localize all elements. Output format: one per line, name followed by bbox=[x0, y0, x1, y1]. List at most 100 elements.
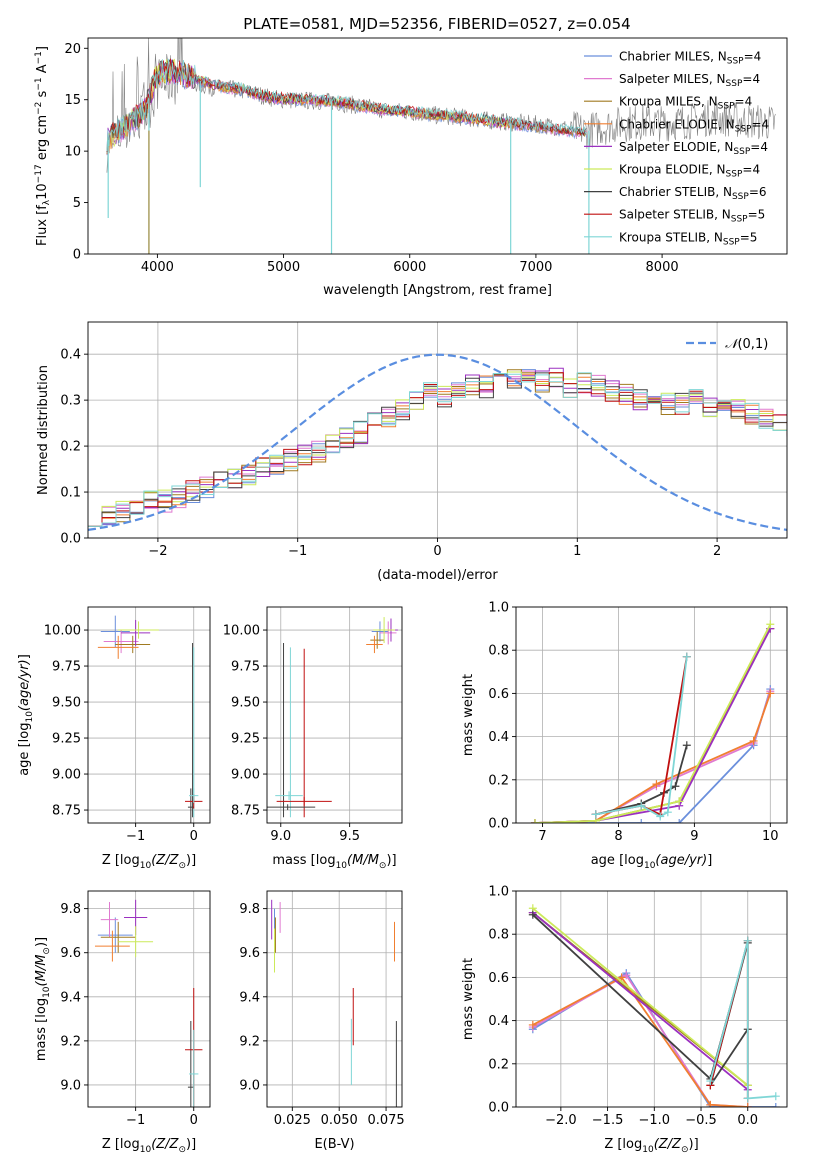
legend-label-text: Kroupa STELIB, N bbox=[619, 230, 723, 244]
legend-label: Kroupa ELODIE, NSSP=4 bbox=[619, 163, 760, 180]
x-tick-label: −1 bbox=[126, 1113, 145, 1128]
weight-marker-chabrier_elodie bbox=[528, 1020, 537, 1029]
y-tick-label: 1.0 bbox=[488, 601, 509, 616]
legend-label-text: Chabrier STELIB, N bbox=[619, 185, 732, 199]
histogram-salpeter_stelib bbox=[88, 372, 787, 527]
y-tick-label: 0.4 bbox=[60, 348, 81, 363]
weight-marker-kroupa_stelib bbox=[656, 812, 665, 821]
y-tick-label: 9.0 bbox=[239, 1078, 260, 1093]
y-tick-label: 5 bbox=[73, 196, 81, 211]
weight-marker-kroupa_elodie bbox=[530, 819, 539, 823]
x-tick-label: 0 bbox=[433, 544, 441, 559]
weight-marker-kroupa_stelib bbox=[591, 810, 600, 819]
label-part: A bbox=[35, 64, 50, 77]
gaussian-curve bbox=[88, 353, 787, 531]
x-tick-label: −1 bbox=[126, 829, 145, 844]
plot-area bbox=[88, 353, 787, 531]
x-tick-label: −1.5 bbox=[592, 1113, 624, 1128]
legend-label-sub: SSP bbox=[732, 192, 749, 202]
y-tick-label: 0.8 bbox=[488, 644, 509, 659]
y-tick-label: 10 bbox=[64, 145, 81, 160]
legend-label: Chabrier ELODIE, NSSP=4 bbox=[619, 117, 769, 134]
legend: 𝒩(0,1) bbox=[686, 337, 768, 352]
weight-line-kroupa_stelib bbox=[709, 940, 776, 1100]
weight-marker-chabrier_elodie bbox=[766, 689, 775, 698]
y-tick-label: 0.1 bbox=[60, 486, 81, 501]
legend-label: Chabrier STELIB, NSSP=6 bbox=[619, 185, 767, 202]
legend-label-sub: SSP bbox=[735, 124, 752, 134]
legend-label-sub: SSP bbox=[731, 215, 748, 225]
y-tick-label: 0.8 bbox=[488, 928, 509, 943]
y-axis-label: Normed distribution bbox=[36, 365, 51, 495]
weight-marker-chabrier_stelib bbox=[682, 741, 691, 750]
y-tick-label: 9.4 bbox=[239, 990, 260, 1005]
model-spectrum-salpeter_stelib bbox=[106, 58, 587, 152]
weight-line-kroupa_elodie bbox=[532, 907, 749, 1087]
weight-marker-chabrier_miles bbox=[771, 1103, 780, 1107]
weight-marker-chabrier_miles bbox=[675, 819, 684, 823]
y-tick-label: 0.2 bbox=[488, 1057, 509, 1072]
x-tick-label: 8000 bbox=[646, 260, 679, 275]
label-part: (Z/Z bbox=[654, 1137, 682, 1152]
y-tick-label: 9.2 bbox=[239, 1034, 260, 1049]
model-spectrum-kroupa_stelib bbox=[106, 58, 587, 152]
label-part: −1 bbox=[34, 77, 44, 90]
label-part: (Z/Z bbox=[151, 1137, 179, 1152]
label-part: ] bbox=[707, 853, 712, 868]
label-part: ⊙ bbox=[178, 861, 186, 871]
weight-marker-chabrier_stelib bbox=[671, 782, 680, 791]
x-tick-label: 7000 bbox=[519, 260, 552, 275]
x-tick-label: 1 bbox=[573, 544, 581, 559]
age-vs-mass-panel: 9.0 9.5 8.75 9.00 9.25 9.50 9.75 10.00 mass [log… bbox=[223, 606, 403, 871]
y-tick-label: 0.2 bbox=[60, 440, 81, 455]
y-tick-label: 0.3 bbox=[60, 394, 81, 409]
figure-title: PLATE=0581, MJD=52356, FIBERID=0527, z=0… bbox=[243, 15, 630, 33]
x-tick-label: 5000 bbox=[267, 260, 300, 275]
y-tick-label: 9.25 bbox=[231, 732, 260, 747]
massweight-vs-Z-panel: −2.0 −1.5 −1.0 −0.5 0.0 0.0 0.2 0.4 0.6 0.8 1.0 Z [… bbox=[461, 885, 788, 1155]
axes-frame bbox=[266, 606, 403, 824]
weight-marker-chabrier_elodie bbox=[749, 736, 758, 745]
legend-label: Kroupa MILES, NSSP=4 bbox=[619, 95, 752, 112]
label-part: Flux [f bbox=[35, 205, 50, 246]
label-part: )] bbox=[689, 1137, 699, 1152]
legend-label-sub: SSP bbox=[726, 79, 743, 89]
label-part: 10 bbox=[25, 711, 35, 723]
label-part: 10 bbox=[644, 861, 656, 871]
y-tick-label: 8.75 bbox=[52, 804, 81, 819]
x-tick-label: 7 bbox=[538, 829, 546, 844]
label-part: age [log bbox=[591, 853, 644, 868]
legend-label-text: Salpeter MILES, N bbox=[619, 72, 726, 86]
plot-area bbox=[94, 899, 203, 1107]
x-tick-label: −2 bbox=[148, 544, 167, 559]
y-tick-label: 0.6 bbox=[488, 971, 509, 986]
weight-marker-kroupa_stelib bbox=[663, 808, 672, 817]
y-tick-label: 0.6 bbox=[488, 687, 509, 702]
y-axis-label: Flux [fλ10−17 erg cm−2 s−1 A−1] bbox=[34, 46, 52, 246]
x-tick-label: 9.5 bbox=[339, 829, 360, 844]
weight-marker-kroupa_stelib bbox=[743, 936, 752, 945]
y-tick-label: 9.50 bbox=[52, 696, 81, 711]
label-part: ⊙ bbox=[681, 1145, 689, 1155]
label-part: age [log bbox=[17, 723, 32, 776]
x-tick-label: 0 bbox=[190, 829, 198, 844]
histogram-chabrier_miles bbox=[88, 369, 787, 527]
label-part: 10 bbox=[140, 1145, 152, 1155]
legend-label-suffix: =5 bbox=[740, 230, 758, 244]
y-tick-label: 9.0 bbox=[60, 1078, 81, 1093]
histogram-salpeter_miles bbox=[88, 370, 787, 527]
label-part: ] bbox=[17, 654, 32, 659]
axes-frame bbox=[87, 606, 211, 824]
y-tick-label: 9.6 bbox=[239, 946, 260, 961]
y-tick-label: 9.75 bbox=[52, 660, 81, 675]
mass-vs-ebv-panel: 0.025 0.050 0.075 9.0 9.2 9.4 9.6 9.8 E(B-V) bbox=[239, 890, 405, 1152]
legend-label-suffix: =4 bbox=[742, 163, 760, 177]
label-part: −2 bbox=[34, 102, 44, 115]
weight-marker-salpeter_miles bbox=[622, 971, 631, 980]
y-tick-label: 9.8 bbox=[60, 902, 81, 917]
label-part: mass [log bbox=[34, 998, 49, 1061]
label-part: (age/yr) bbox=[17, 659, 32, 711]
legend-label-text: Kroupa ELODIE, N bbox=[619, 163, 726, 177]
